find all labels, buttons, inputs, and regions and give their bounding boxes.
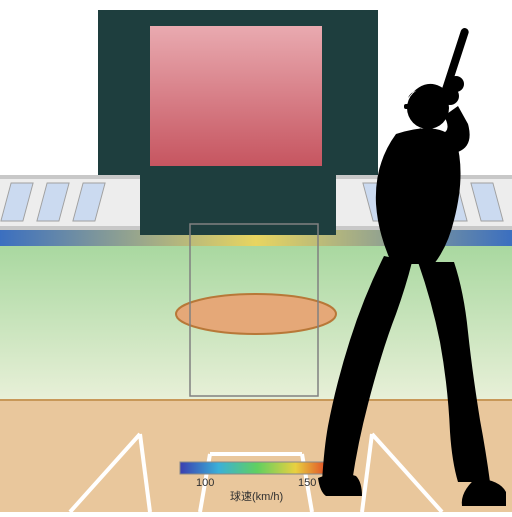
legend-label: 球速(km/h) xyxy=(230,489,283,503)
legend-tick: 100 xyxy=(196,477,214,489)
scene: 100 150 球速(km/h) xyxy=(0,0,512,512)
legend-tick: 150 xyxy=(298,477,316,489)
scoreboard-screen xyxy=(150,26,322,166)
scoreboard-base xyxy=(140,175,336,235)
legend-bar xyxy=(180,462,334,474)
pitchers-mound xyxy=(176,294,336,334)
